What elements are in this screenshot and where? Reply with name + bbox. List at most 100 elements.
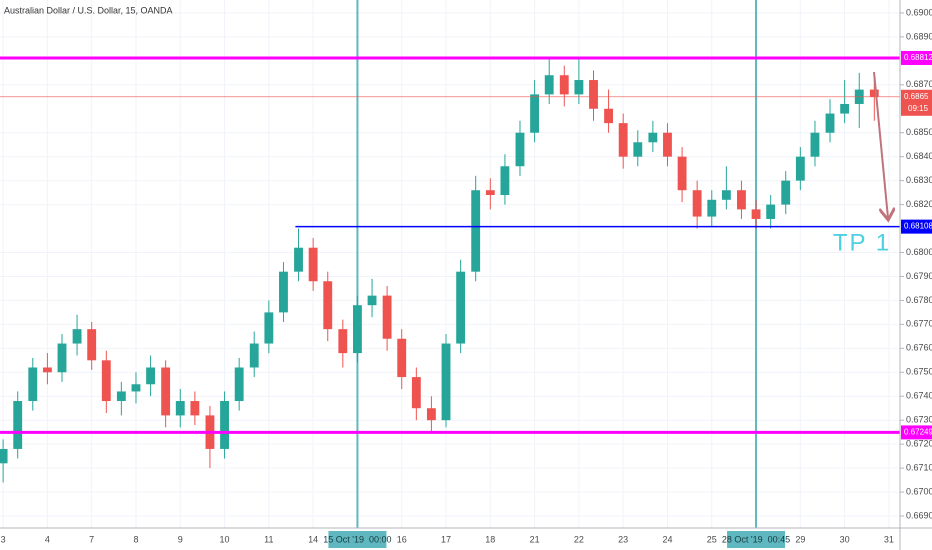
candle-body — [426, 408, 436, 421]
x-tick-highlight — [328, 531, 387, 548]
x-tick-label: 31 — [884, 534, 894, 544]
level-label-box — [901, 219, 932, 234]
candle-body — [13, 401, 23, 449]
candle-body — [0, 448, 8, 464]
candle-body — [869, 89, 879, 97]
x-tick-label: 10 — [220, 534, 230, 544]
candle-body — [220, 401, 229, 449]
annotation: TP 1 — [833, 229, 891, 256]
candle-body — [677, 156, 687, 191]
candle-body — [633, 142, 643, 157]
candle-body — [294, 247, 303, 272]
x-tick-label: 21 — [530, 534, 540, 544]
candle-body — [840, 103, 850, 114]
candle-body — [618, 123, 628, 157]
x-tick-label: 30 — [840, 534, 850, 544]
candle-body — [721, 190, 731, 200]
candle-body — [28, 367, 38, 402]
x-tick-highlight — [727, 531, 786, 548]
candle-body — [175, 401, 185, 416]
x-tick-label: 22 — [574, 534, 584, 544]
candle-body — [338, 329, 348, 354]
candle-body — [249, 343, 259, 368]
chart-title: Australian Dollar / U.S. Dollar, 15, OAN… — [4, 5, 173, 15]
candle-body — [323, 281, 333, 330]
candle-body — [234, 367, 244, 402]
candle-body — [382, 295, 392, 339]
candle-body — [471, 190, 481, 272]
candle-body — [411, 377, 421, 409]
candle-body — [456, 271, 466, 344]
level-label: 0.67249 — [904, 428, 932, 437]
candle-body — [161, 367, 171, 416]
candle-body — [279, 271, 288, 313]
x-tick-label: 15 Oct '19 00:00 — [323, 534, 391, 544]
x-tick-label: 4 — [45, 534, 50, 544]
candle-body — [367, 295, 377, 306]
candle-body — [57, 343, 67, 373]
candle-body — [604, 108, 613, 124]
x-tick-label: 29 — [795, 534, 805, 544]
candle-body — [264, 312, 274, 344]
candle-body — [116, 391, 126, 402]
candle-body — [663, 132, 672, 157]
x-tick-label: 8 — [133, 534, 138, 544]
candle-body — [131, 384, 141, 392]
level-label: 0.68812 — [904, 53, 932, 62]
candle-body — [530, 94, 540, 133]
y-tick-label: 0.66900 — [906, 510, 932, 520]
candle-body — [810, 132, 820, 157]
candle-body — [795, 156, 805, 181]
x-tick-label: 16 — [397, 534, 407, 544]
candle-body — [648, 132, 658, 143]
candle-body — [190, 401, 200, 416]
candle-body — [589, 80, 598, 109]
x-tick-label: 11 — [264, 534, 273, 544]
candle-body — [42, 367, 52, 373]
x-tick-label: 24 — [662, 534, 672, 544]
x-tick-label: 28 Oct '19 00:45 — [722, 534, 790, 544]
x-tick-label: 18 — [485, 534, 495, 544]
candle-body — [72, 329, 82, 344]
last-price-box — [901, 89, 932, 116]
candle-body — [101, 360, 111, 402]
x-tick-label: 23 — [618, 534, 628, 544]
last-price-label: 0.6865 — [904, 92, 929, 101]
candle-body — [515, 132, 525, 167]
x-tick-label: 25 — [707, 534, 717, 544]
countdown-label: 09:15 — [908, 104, 929, 113]
level-label: 0.68108 — [904, 222, 932, 231]
candle-body — [707, 199, 717, 217]
candle-body — [751, 209, 761, 219]
candle-body — [781, 180, 791, 205]
level-label-box — [901, 425, 932, 440]
candle-body — [397, 338, 407, 378]
x-tick-label: 9 — [178, 534, 183, 544]
candle-body — [87, 329, 97, 361]
candle-body — [441, 343, 451, 421]
candle-body — [559, 75, 569, 95]
candle-body — [737, 190, 746, 210]
level-label-box — [901, 50, 932, 65]
candle-body — [766, 204, 776, 219]
x-tick-label: 14 — [308, 534, 318, 544]
